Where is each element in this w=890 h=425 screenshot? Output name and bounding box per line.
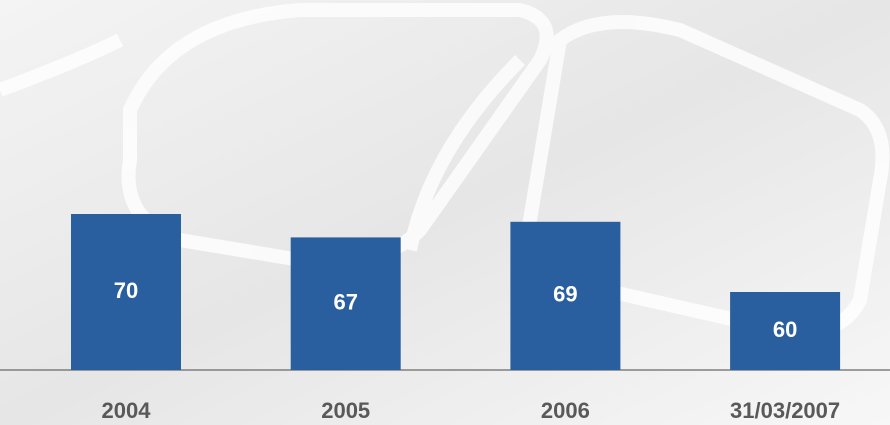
x-tick-label: 2004 <box>102 398 152 423</box>
x-tick-label: 2006 <box>541 398 590 423</box>
x-tick-label: 31/03/2007 <box>730 398 840 423</box>
x-tick-label: 2005 <box>321 398 370 423</box>
value-label: 69 <box>553 282 577 307</box>
value-label: 70 <box>114 278 138 303</box>
chart: 70 2004 67 2005 69 2006 60 31/03/2007 <box>0 0 890 425</box>
value-label: 60 <box>773 317 797 342</box>
value-label: 67 <box>333 290 357 315</box>
